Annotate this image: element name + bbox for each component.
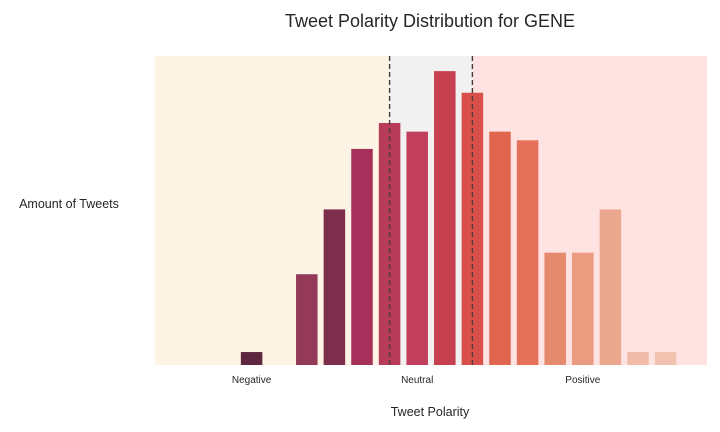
bar-6 [296,274,318,365]
bar-11 [434,71,456,365]
bar-8 [351,148,373,365]
neutral-region [389,56,473,365]
bars [240,71,677,366]
x-axis-label: Tweet Polarity [391,405,470,419]
bar-10 [406,131,428,365]
bar-13 [489,131,511,365]
bar-17 [599,209,622,365]
bar-14 [516,140,539,365]
x-tick-positive: Positive [565,375,600,386]
bar-4 [240,352,263,365]
bar-7 [323,209,346,365]
polarity-regions [155,56,707,365]
chart-title: Tweet Polarity Distribution for GENE [285,11,575,31]
x-tick-negative: Negative [232,375,272,386]
bar-19 [654,352,677,365]
negative-region [155,56,390,365]
x-tick-neutral: Neutral [401,375,433,386]
y-axis-label: Amount of Tweets [19,197,119,211]
bar-15 [544,252,566,365]
x-tick-labels: Negative Neutral Positive [232,375,601,386]
bar-16 [572,252,594,365]
bar-18 [627,352,649,365]
neutral-boundary-lines [388,56,474,365]
